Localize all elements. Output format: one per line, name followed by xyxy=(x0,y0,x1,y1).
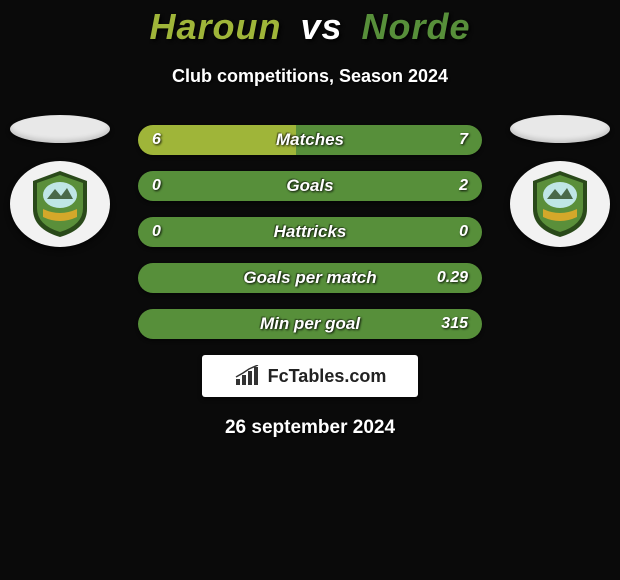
bar-chart-icon xyxy=(234,365,262,387)
stat-rows: 6Matches70Goals20Hattricks0Goals per mat… xyxy=(138,125,482,339)
right-crest-wrap xyxy=(510,161,610,247)
player1-name: Haroun xyxy=(149,6,281,47)
stat-row: 0Hattricks0 xyxy=(138,217,482,247)
stat-label: Goals per match xyxy=(138,263,482,293)
right-club-crest-icon xyxy=(529,169,591,239)
stat-row: Min per goal315 xyxy=(138,309,482,339)
left-club-crest-icon xyxy=(29,169,91,239)
stat-label: Goals xyxy=(138,171,482,201)
stat-label: Hattricks xyxy=(138,217,482,247)
player2-name: Norde xyxy=(362,6,471,47)
subtitle: Club competitions, Season 2024 xyxy=(0,66,620,87)
brand-text: FcTables.com xyxy=(268,366,387,387)
stat-value-right: 315 xyxy=(441,309,468,339)
stat-value-right: 2 xyxy=(459,171,468,201)
infographic-root: Haroun vs Norde Club competitions, Seaso… xyxy=(0,0,620,439)
stat-value-right: 0 xyxy=(459,217,468,247)
stat-label: Min per goal xyxy=(138,309,482,339)
stats-area: 6Matches70Goals20Hattricks0Goals per mat… xyxy=(0,125,620,439)
right-ellipse xyxy=(510,115,610,143)
stat-value-right: 7 xyxy=(459,125,468,155)
date-text: 26 september 2024 xyxy=(0,417,620,439)
page-title: Haroun vs Norde xyxy=(0,0,620,48)
brand-box[interactable]: FcTables.com xyxy=(202,355,418,397)
left-ellipse xyxy=(10,115,110,143)
stat-label: Matches xyxy=(138,125,482,155)
stat-value-right: 0.29 xyxy=(437,263,468,293)
left-crest-wrap xyxy=(10,161,110,247)
stat-row: Goals per match0.29 xyxy=(138,263,482,293)
vs-text: vs xyxy=(300,6,342,47)
right-player-badge xyxy=(510,115,610,247)
stat-row: 0Goals2 xyxy=(138,171,482,201)
left-player-badge xyxy=(10,115,110,247)
stat-row: 6Matches7 xyxy=(138,125,482,155)
